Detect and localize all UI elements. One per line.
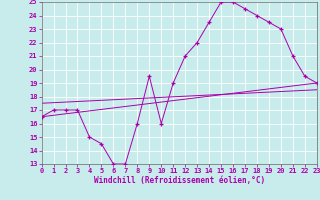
X-axis label: Windchill (Refroidissement éolien,°C): Windchill (Refroidissement éolien,°C) (94, 176, 265, 185)
